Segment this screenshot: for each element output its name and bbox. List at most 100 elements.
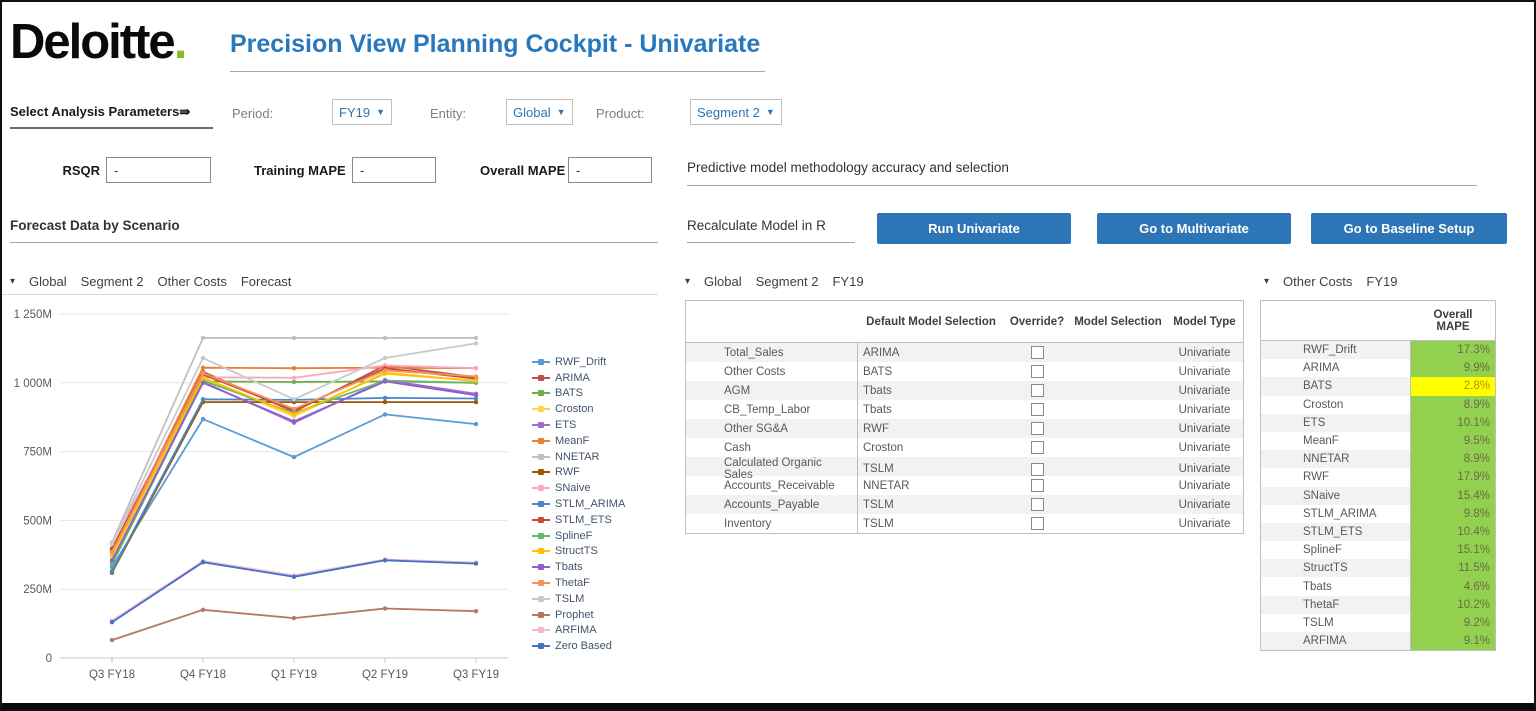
override-checkbox[interactable] [1030, 403, 1044, 416]
legend-item[interactable]: RWF_Drift [532, 354, 662, 370]
default-model-value: TSLM [863, 517, 894, 530]
mape-value-cell: 4.6% [1411, 577, 1495, 596]
legend-marker-icon [532, 548, 550, 555]
rsqr-input[interactable]: - [106, 157, 211, 183]
model-selection-value[interactable] [1070, 514, 1166, 533]
model-selection-value[interactable] [1070, 343, 1166, 362]
title-underline [230, 71, 765, 72]
legend-item[interactable]: TSLM [532, 591, 662, 607]
override-checkbox[interactable] [1030, 441, 1044, 454]
overall-mape-input[interactable]: - [568, 157, 652, 183]
legend-item[interactable]: BATS [532, 386, 662, 402]
override-cell [1004, 438, 1070, 457]
legend-item[interactable]: MeanF [532, 433, 662, 449]
mape-model-name: MeanF [1261, 431, 1411, 451]
page-title: Precision View Planning Cockpit - Univar… [230, 30, 761, 58]
legend-item[interactable]: NNETAR [532, 449, 662, 465]
override-cell [1004, 400, 1070, 419]
model-table-header: Default Model Selection Override? Model … [686, 301, 1243, 343]
mape-table-row: ARIMA 9.9% [1261, 359, 1495, 378]
override-checkbox[interactable] [1030, 498, 1044, 511]
legend-item[interactable]: Croston [532, 401, 662, 417]
data-point [473, 374, 479, 379]
data-point [109, 620, 115, 625]
legend-item[interactable]: ETS [532, 417, 662, 433]
data-point [200, 371, 206, 376]
data-point [109, 637, 115, 643]
model-table-header-default: Default Model Selection [866, 315, 996, 328]
legend-label: NNETAR [555, 450, 600, 463]
legend-item[interactable]: ARIMA [532, 370, 662, 386]
override-checkbox[interactable] [1030, 422, 1044, 435]
period-dropdown[interactable]: FY19 ▼ [332, 99, 392, 125]
data-point [109, 549, 115, 555]
data-point [473, 561, 479, 566]
model-selection-value[interactable] [1070, 381, 1166, 400]
model-selection-value[interactable] [1070, 419, 1166, 438]
logo-green-dot-icon: . [173, 15, 188, 69]
default-model-value: Croston [863, 441, 904, 454]
data-point [109, 541, 115, 546]
collapse-arrow-icon[interactable]: ▾ [10, 276, 16, 287]
legend-item[interactable]: SNaive [532, 480, 662, 496]
logo-text: Deloitte [10, 15, 176, 69]
mape-table-row: StructTS 11.5% [1261, 559, 1495, 578]
breadcrumb-item: FY19 [1366, 274, 1398, 289]
default-model-value: Tbats [863, 384, 892, 397]
mape-model-name: ARFIMA [1261, 632, 1411, 651]
chart-legend: RWF_Drift ARIMA BATS Croston ETS MeanF NNETAR R… [532, 354, 662, 654]
model-selection-value[interactable] [1070, 438, 1166, 457]
data-point [382, 335, 388, 341]
override-checkbox[interactable] [1030, 462, 1044, 476]
legend-item[interactable]: ThetaF [532, 575, 662, 591]
forecast-section-title: Forecast Data by Scenario [10, 218, 658, 243]
model-selection-value[interactable] [1070, 476, 1166, 495]
legend-item[interactable]: ARFIMA [532, 623, 662, 639]
legend-label: RWF_Drift [555, 355, 607, 368]
training-mape-input[interactable]: - [352, 157, 436, 183]
override-checkbox[interactable] [1030, 479, 1044, 492]
go-to-multivariate-button[interactable]: Go to Multivariate [1097, 213, 1291, 244]
override-checkbox[interactable] [1030, 384, 1044, 397]
legend-item[interactable]: Tbats [532, 559, 662, 575]
svg-text:Q3 FY18: Q3 FY18 [89, 669, 135, 681]
mape-value-cell: 9.8% [1411, 504, 1495, 523]
override-cell [1004, 514, 1070, 533]
override-checkbox[interactable] [1030, 346, 1044, 359]
entity-value: Global [513, 104, 551, 120]
model-type-value: Univariate [1178, 365, 1231, 378]
collapse-arrow-icon[interactable]: ▾ [685, 276, 691, 287]
legend-item[interactable]: RWF [532, 465, 662, 481]
model-selection-value[interactable] [1070, 495, 1166, 514]
data-point [291, 454, 297, 460]
default-model-value: TSLM [863, 463, 894, 475]
legend-item[interactable]: STLM_ETS [532, 512, 662, 528]
legend-item[interactable]: Zero Based [532, 638, 662, 654]
legend-item[interactable]: SplineF [532, 528, 662, 544]
model-table-row: Total_Sales ARIMA Univariate [686, 343, 1243, 362]
collapse-arrow-icon[interactable]: ▾ [1264, 276, 1270, 287]
data-point [291, 379, 297, 385]
run-univariate-button[interactable]: Run Univariate [877, 213, 1071, 244]
legend-label: StructTS [555, 545, 598, 558]
breadcrumb-item: Global [704, 274, 742, 289]
model-selection-value[interactable] [1070, 400, 1166, 419]
legend-item[interactable]: StructTS [532, 544, 662, 560]
data-point [291, 574, 297, 579]
select-analysis-parameters-label: Select Analysis Parameters⇛ [10, 104, 213, 129]
override-checkbox[interactable] [1030, 517, 1044, 530]
data-point [473, 335, 479, 341]
data-point [109, 569, 115, 574]
legend-item[interactable]: Prophet [532, 607, 662, 623]
mape-model-name: Croston [1261, 395, 1411, 414]
entity-dropdown[interactable]: Global ▼ [506, 99, 573, 125]
svg-text:500M: 500M [23, 515, 52, 527]
product-dropdown[interactable]: Segment 2 ▼ [690, 99, 782, 125]
svg-text:Q1 FY19: Q1 FY19 [271, 669, 317, 681]
model-type-value: Univariate [1178, 498, 1231, 511]
model-selection-value[interactable] [1070, 362, 1166, 381]
legend-marker-icon [532, 485, 550, 492]
go-to-baseline-setup-button[interactable]: Go to Baseline Setup [1311, 213, 1507, 244]
legend-item[interactable]: STLM_ARIMA [532, 496, 662, 512]
override-checkbox[interactable] [1030, 365, 1044, 378]
